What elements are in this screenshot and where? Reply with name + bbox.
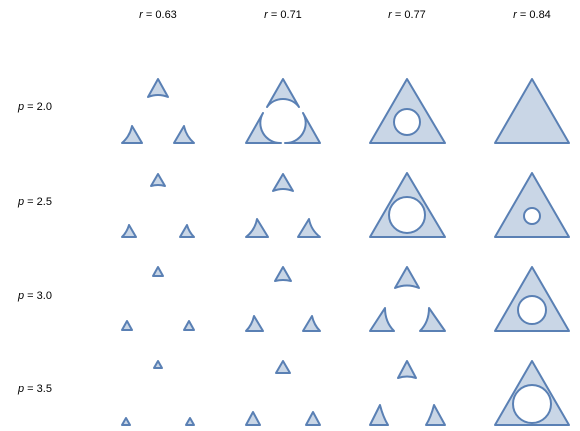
corner-piece-left — [245, 411, 261, 426]
cell-p3.0-r0.77 — [369, 266, 446, 332]
corner-piece-left — [369, 307, 395, 332]
triangle-with-hole — [369, 172, 446, 238]
column-header-r-0.71: r = 0.71 — [264, 9, 302, 21]
corner-piece-top — [152, 266, 164, 277]
cell-p3.5-r0.77 — [369, 360, 446, 426]
cell-p2.5-r0.84 — [494, 172, 570, 238]
column-header-r-0.77: r = 0.77 — [388, 9, 426, 21]
corner-piece-top — [272, 173, 294, 192]
solid-triangle — [494, 78, 570, 144]
corner-piece-left — [121, 320, 133, 331]
row-header-p-3.5: p = 3.5 — [17, 383, 52, 395]
column-header-r-0.63: r = 0.63 — [139, 9, 177, 21]
corner-piece-left — [245, 218, 269, 238]
corner-piece-top — [275, 360, 291, 374]
cell-p2.5-r0.77 — [369, 172, 446, 238]
corner-piece-right — [297, 218, 321, 238]
corner-piece-left — [245, 315, 264, 332]
corner-piece-left — [121, 417, 131, 426]
triangle-with-hole — [494, 266, 570, 332]
corner-piece-left — [121, 224, 137, 238]
cell-p2.0-r0.71 — [245, 78, 321, 145]
corner-piece-top — [147, 78, 169, 98]
row-header-p-2.0: p = 2.0 — [17, 101, 52, 113]
cell-p2.0-r0.63 — [121, 78, 195, 144]
corner-piece-right — [419, 307, 446, 332]
triangle-with-hole — [369, 78, 446, 144]
cell-p2.5-r0.63 — [121, 173, 195, 238]
corner-piece-right — [284, 112, 321, 145]
cell-p2.0-r0.77 — [369, 78, 446, 144]
corner-piece-right — [302, 315, 321, 332]
corner-piece-top — [397, 360, 417, 379]
corner-piece-right — [179, 224, 195, 238]
corner-piece-top — [394, 266, 420, 289]
cell-p3.5-r0.63 — [121, 360, 195, 426]
row-header-p-3.0: p = 3.0 — [17, 290, 52, 302]
corner-piece-right — [173, 125, 195, 144]
corner-piece-top — [150, 173, 166, 187]
row-header-p-2.5: p = 2.5 — [17, 196, 52, 208]
corner-piece-right — [183, 320, 195, 331]
cell-p3.0-r0.63 — [121, 266, 195, 331]
corner-piece-left — [121, 125, 143, 144]
cell-p2.5-r0.71 — [245, 173, 321, 238]
corner-piece-right — [305, 411, 321, 426]
corner-piece-right — [185, 417, 195, 426]
corner-piece-top — [274, 266, 292, 282]
column-header-r-0.84: r = 0.84 — [513, 9, 551, 21]
corner-piece-left — [245, 112, 282, 145]
triangle-with-hole — [494, 172, 570, 238]
cell-p3.5-r0.84 — [494, 360, 570, 426]
cell-p3.5-r0.71 — [245, 360, 321, 426]
corner-piece-right — [425, 404, 446, 426]
corner-piece-top — [153, 360, 163, 369]
triangle-with-hole — [494, 360, 570, 426]
cell-p2.0-r0.84 — [494, 78, 570, 144]
corner-piece-top — [266, 78, 300, 108]
corner-piece-left — [369, 404, 389, 426]
cell-p3.0-r0.71 — [245, 266, 321, 332]
cell-p3.0-r0.84 — [494, 266, 570, 332]
